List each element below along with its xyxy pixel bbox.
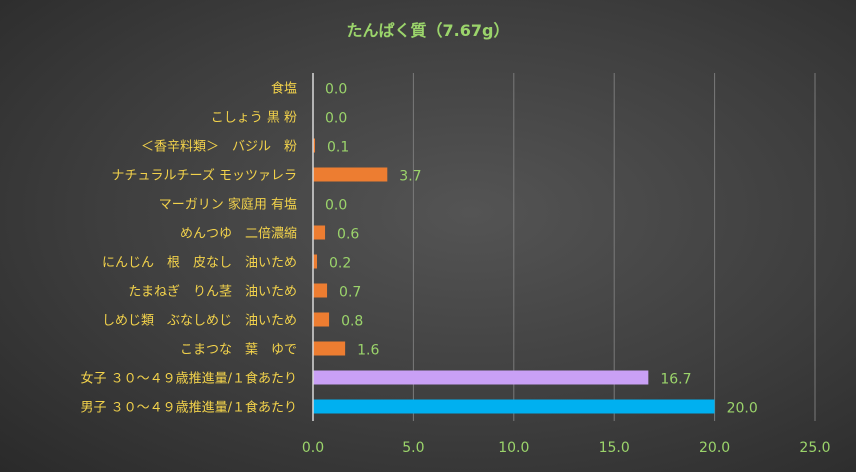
data-label: 0.2	[329, 256, 351, 272]
bar	[313, 225, 326, 240]
category-label: ナチュラルチーズ モッツァレラ	[112, 168, 297, 184]
category-label: めんつゆ 二倍濃縮	[180, 226, 297, 242]
x-tick-label: 20.0	[699, 440, 730, 456]
data-label: 0.8	[341, 314, 363, 330]
chart-title: たんぱく質（7.67g）	[347, 21, 510, 40]
x-tick-label: 5.0	[402, 440, 424, 456]
bar	[313, 138, 316, 153]
bar	[313, 254, 318, 269]
bar	[313, 167, 388, 182]
bar	[313, 341, 346, 356]
x-tick-label: 25.0	[799, 440, 830, 456]
data-label: 0.0	[325, 198, 347, 214]
category-label: こしょう 黒 粉	[211, 111, 297, 126]
category-label: 男子 ３０～４９歳推進量/１食あたり	[80, 400, 297, 416]
bar	[313, 370, 649, 385]
category-label: こまつな 葉 ゆで	[180, 343, 297, 358]
bar	[313, 312, 330, 327]
data-label: 0.0	[325, 111, 347, 127]
category-label: たまねぎ りん茎 油いため	[128, 285, 297, 300]
x-tick-label: 15.0	[599, 440, 630, 456]
bar	[313, 399, 715, 414]
data-labels: 0.0 0.0 0.1 3.7 0.0 0.6 0.2 0.7 0.8 1.6 16.7 20.0	[325, 82, 758, 417]
data-label: 0.1	[327, 140, 349, 156]
category-label: しめじ類 ぶなしめじ 油いため	[102, 314, 297, 329]
x-tick-label: 10.0	[498, 440, 529, 456]
category-label: にんじん 根 皮なし 油いため	[102, 256, 297, 271]
data-label: 0.0	[325, 82, 347, 98]
x-tick-label: 0.0	[302, 440, 324, 456]
category-label: 食塩	[271, 81, 297, 97]
category-label: マーガリン 家庭用 有塩	[159, 197, 297, 213]
data-label: 0.7	[339, 285, 361, 301]
bars	[313, 138, 715, 414]
data-label: 3.7	[399, 169, 421, 185]
data-label: 1.6	[357, 343, 379, 359]
category-label: ＜香辛料類＞ バジル 粉	[141, 140, 297, 155]
x-axis-ticks: 0.0 5.0 10.0 15.0 20.0 25.0	[302, 440, 831, 456]
data-label: 16.7	[660, 372, 691, 388]
data-label: 0.6	[337, 227, 359, 243]
gridlines	[412, 73, 816, 421]
category-label: 女子 ３０～４９歳推進量/１食あたり	[80, 371, 297, 387]
bar	[313, 283, 328, 298]
data-label: 20.0	[727, 401, 758, 417]
